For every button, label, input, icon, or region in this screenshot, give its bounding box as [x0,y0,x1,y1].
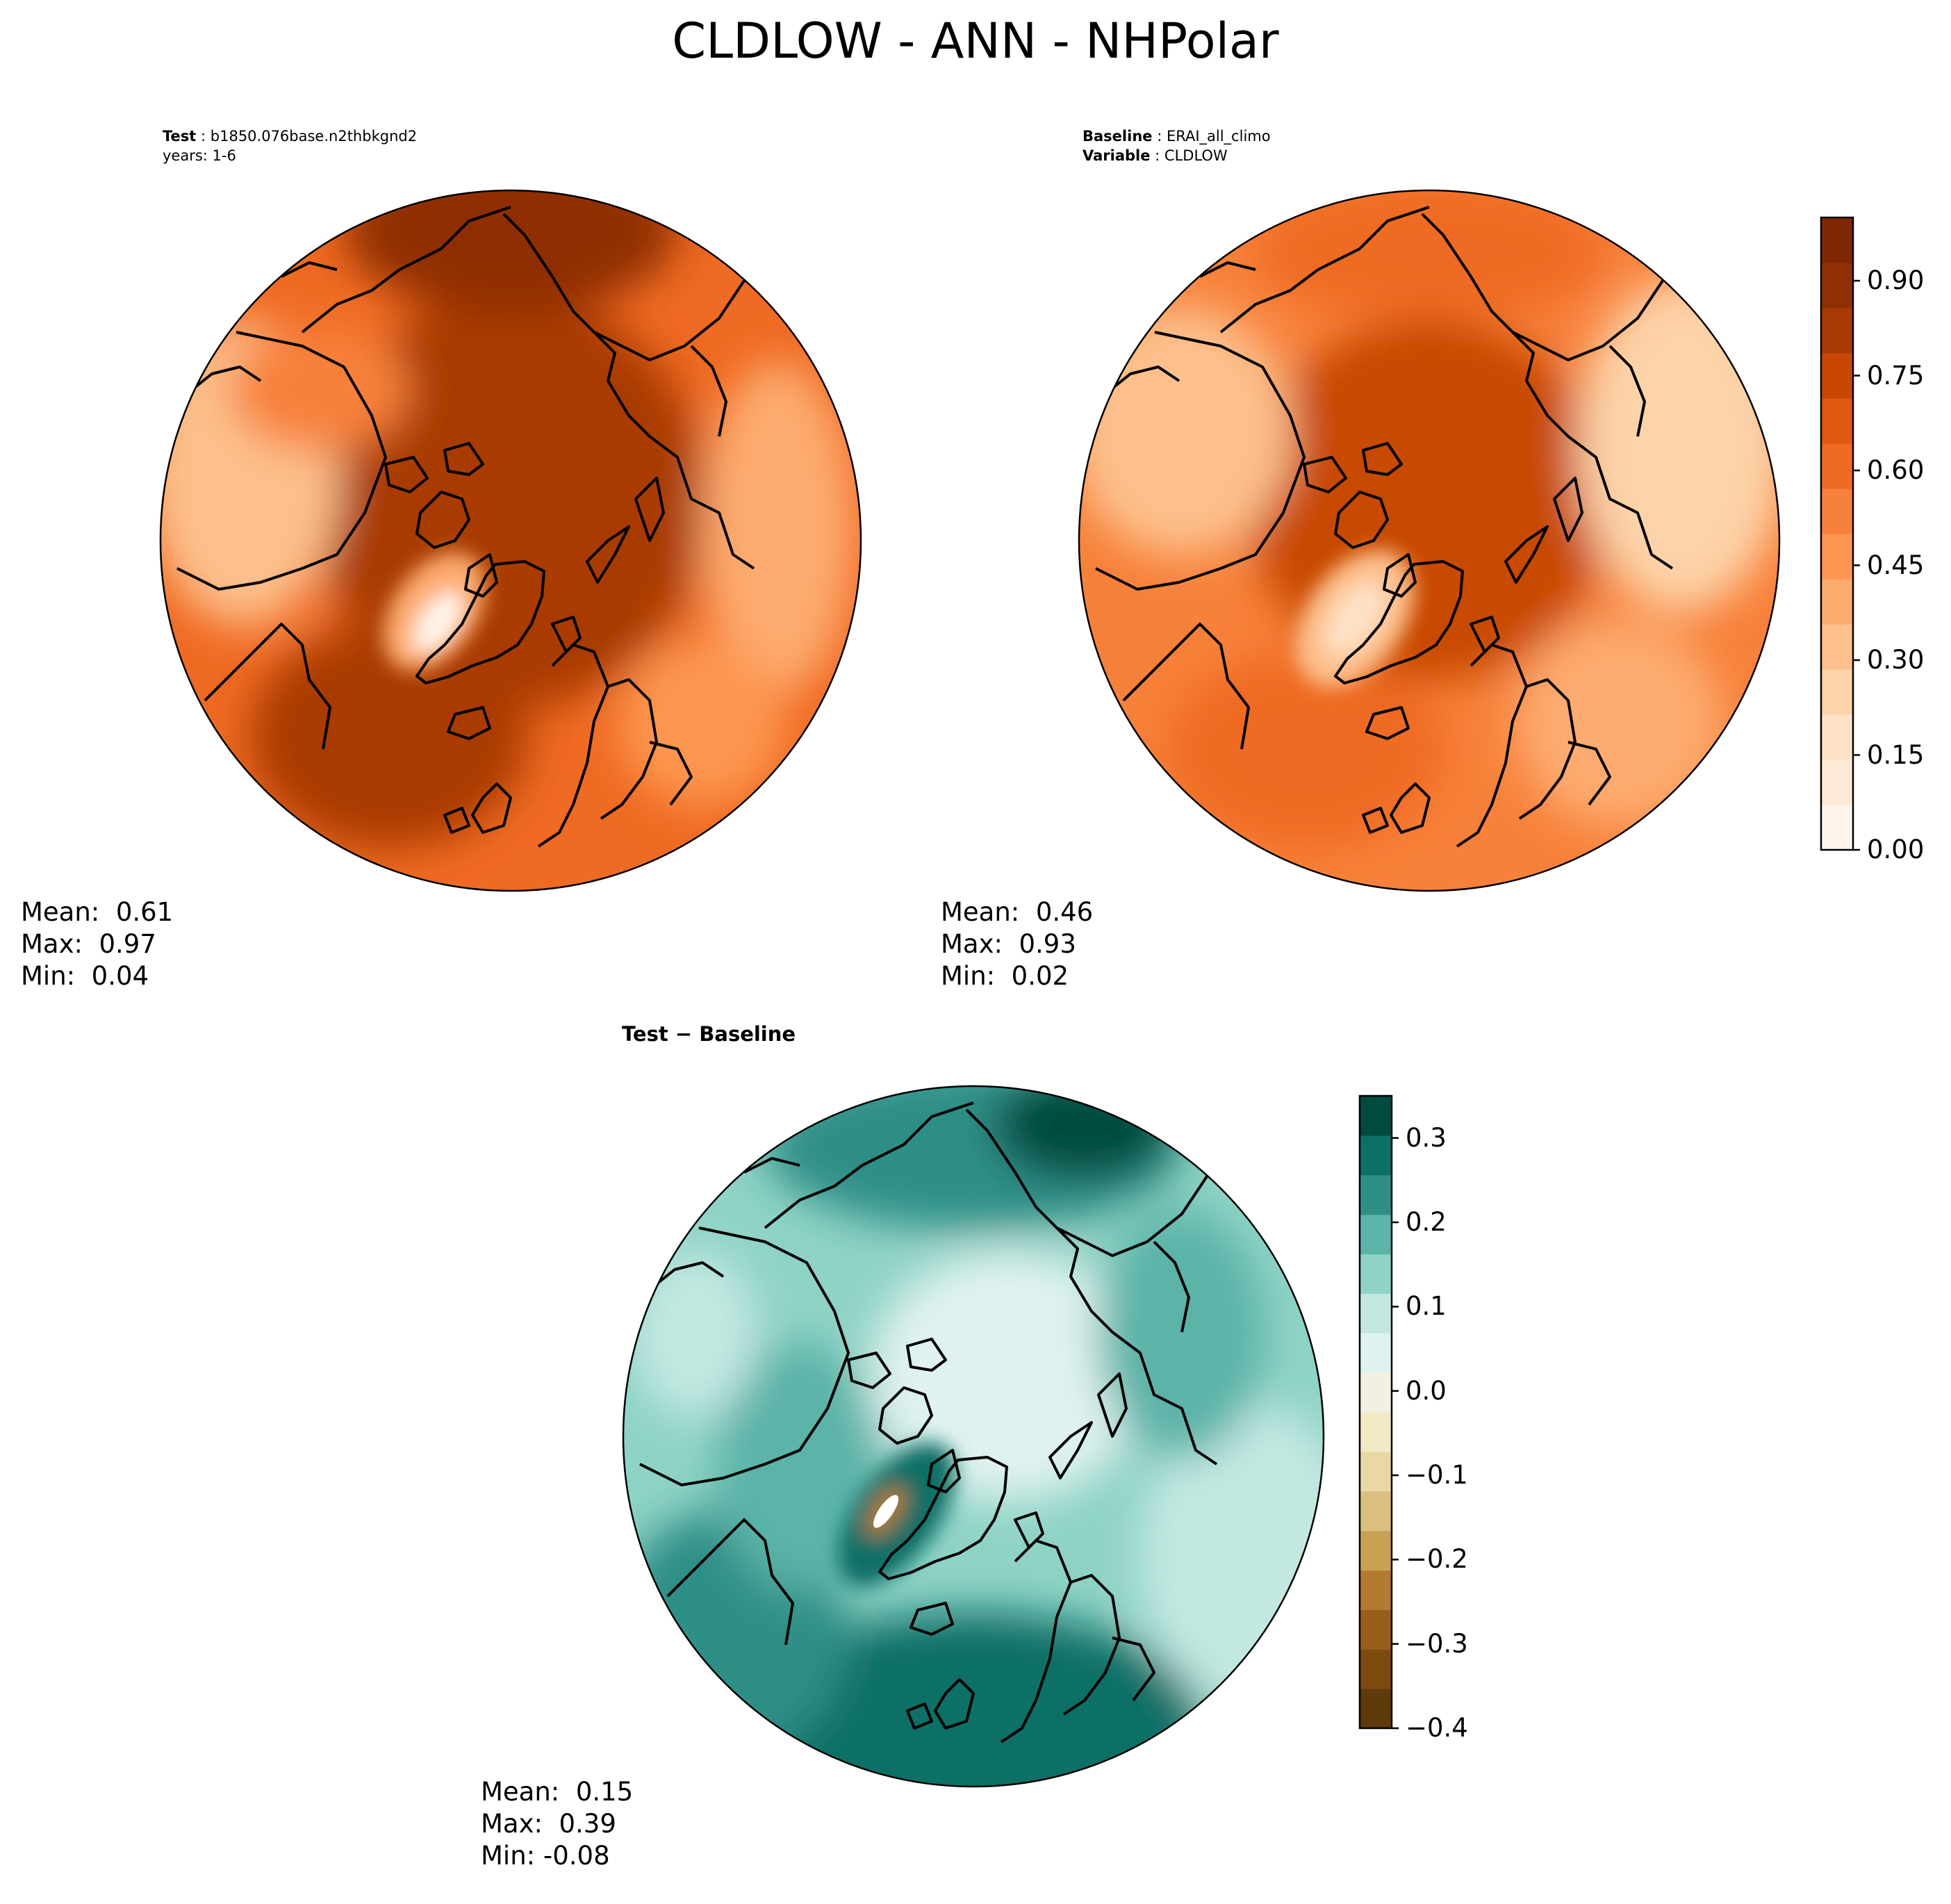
colorbar-bottom-segment [1360,1174,1392,1215]
colorbar-top-segment [1821,263,1853,309]
colorbar-top [1820,216,1860,851]
colorbar-bottom-segment [1360,1649,1392,1689]
colorbar-bottom-segment [1360,1372,1392,1413]
test-max-value: 0.97 [99,929,156,959]
colorbar-bottom-segment [1360,1570,1392,1610]
map-baseline [1079,190,1779,891]
diff-mean-label: Mean: [481,1777,560,1807]
baseline-header-value: ERAI_all_climo [1166,128,1271,145]
colorbar-top-frame [1820,216,1854,851]
colorbar-bottom-tick-label: −0.2 [1406,1544,1468,1575]
diff-mean-value: 0.15 [575,1777,634,1807]
diff-stats: Mean: 0.15 Max: 0.39 Min: -0.08 [481,1744,633,1904]
colorbar-top-tick-label: 0.60 [1867,455,1925,485]
baseline-header: Baseline : ERAI_all_climo Variable : CLD… [1082,128,1271,164]
colorbar-top-tick-label: 0.75 [1867,360,1925,391]
map-test [160,190,861,891]
baseline-min-value: 0.02 [1011,961,1069,991]
colorbar-top-segment [1821,624,1853,670]
colorbar-bottom-tick-label: −0.4 [1406,1713,1468,1743]
colorbar-bottom-tick-label: −0.3 [1406,1628,1468,1659]
figure-canvas [159,189,1860,1788]
test-max-label: Max: [21,929,83,959]
baseline-max-label: Max: [941,929,1003,959]
colorbar-top-tick-label: 0.45 [1867,550,1925,580]
colorbar-bottom [1358,1094,1399,1730]
baseline-stats: Mean: 0.46 Max: 0.93 Min: 0.02 [941,864,1093,1024]
colorbar-top-segment [1821,805,1853,851]
diff-min-value: -0.08 [543,1841,610,1871]
colorbar-top-segment [1821,534,1853,580]
baseline-mean-value: 0.46 [1035,897,1094,927]
test-header-years: years: 1-6 [163,147,236,164]
test-stats: Mean: 0.61 Max: 0.97 Min: 0.04 [21,864,173,1024]
colorbar-top-segment [1821,353,1853,399]
test-mean-label: Mean: [21,897,100,927]
colorbar-top-segment [1821,218,1853,263]
diff-header-op: − [675,1022,693,1046]
baseline-header-key: Baseline [1082,128,1153,145]
colorbar-bottom-segment [1360,1333,1392,1373]
baseline-variable-key: Variable [1082,147,1151,164]
test-header-key: Test [163,128,197,145]
colorbar-bottom-segment [1360,1689,1392,1729]
diff-header: Test − Baseline [622,1024,796,1044]
colorbar-bottom-segment [1360,1491,1392,1532]
colorbar-top-tick-label: 0.15 [1867,739,1925,770]
diff-min-label: Min: [481,1841,536,1871]
colorbar-bottom-segment [1360,1096,1392,1136]
colorbar-top-tick-label: 0.00 [1867,835,1925,864]
colorbar-top-tick-label: 0.30 [1867,645,1925,675]
colorbar-bottom-tick-label: 0.1 [1406,1291,1447,1322]
colorbar-bottom-tick-label: 0.2 [1406,1207,1447,1237]
colorbar-bottom-segment [1360,1135,1392,1176]
baseline-min-label: Min: [941,961,996,991]
test-header: Test : b1850.076base.n2thbkgnd2 years: 1… [163,128,418,164]
colorbar-top-segment [1821,760,1853,805]
colorbar-bottom-segment [1360,1293,1392,1333]
baseline-variable-value: CLDLOW [1164,147,1228,164]
diff-header-left: Test [622,1022,668,1046]
test-mean-value: 0.61 [115,897,174,927]
colorbar-bottom-frame [1358,1094,1393,1730]
colorbar-bottom-tick-label: 0.3 [1406,1122,1447,1153]
colorbar-top-tick-label: 0.90 [1867,265,1925,295]
colorbar-bottom-segment [1360,1214,1392,1255]
colorbar-top-segment [1821,443,1853,489]
colorbar-bottom-tick-label: 0.0 [1406,1375,1447,1406]
colorbar-bottom-segment [1360,1451,1392,1492]
colorbar-bottom-segment [1360,1254,1392,1294]
figure-title: CLDLOW - ANN - NHPolar [672,13,1279,69]
colorbar-top-segment [1821,714,1853,760]
colorbar-top-segment [1821,579,1853,625]
baseline-max-value: 0.93 [1019,929,1076,959]
diff-max-label: Max: [481,1809,543,1839]
colorbar-bottom-segment [1360,1412,1392,1452]
colorbar-bottom-tick-label: −0.1 [1406,1460,1468,1490]
test-min-label: Min: [21,961,76,991]
colorbar-bottom-segment [1360,1609,1392,1650]
baseline-mean-label: Mean: [941,897,1020,927]
diff-header-right: Baseline [699,1022,796,1046]
test-min-value: 0.04 [91,961,149,991]
colorbar-top-segment [1821,489,1853,534]
colorbar-top-segment [1821,669,1853,715]
test-header-value: b1850.076base.n2thbkgnd2 [210,128,418,145]
map-diff [623,1086,1324,1787]
colorbar-top-segment [1821,398,1853,444]
colorbar-top-segment [1821,308,1853,354]
colorbar-bottom-segment [1360,1530,1392,1571]
diff-max-value: 0.39 [559,1809,616,1839]
